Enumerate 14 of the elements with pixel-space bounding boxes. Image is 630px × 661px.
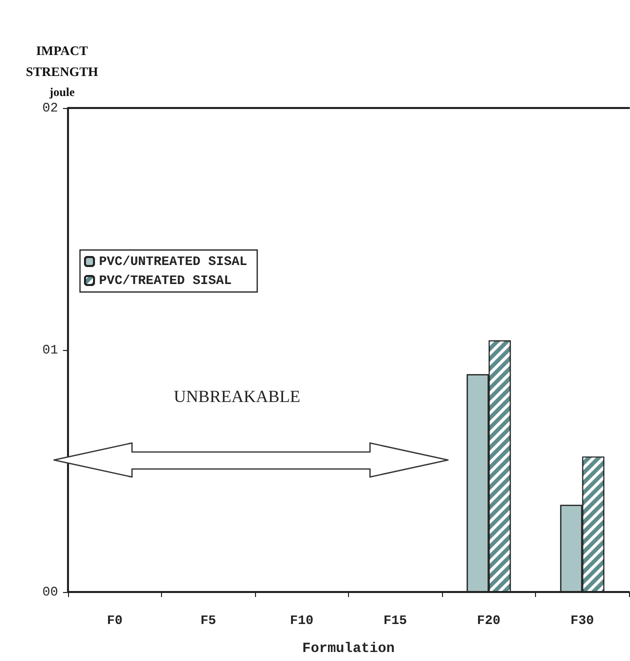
x-axis-title: Formulation: [302, 641, 395, 657]
legend-label: PVC/TREATED SISAL: [99, 273, 232, 288]
legend-label: PVC/UNTREATED SISAL: [99, 254, 248, 269]
x-tick-label: F15: [384, 613, 408, 628]
y-tick-label: 01: [42, 342, 58, 358]
y-tick-label: 02: [42, 100, 58, 116]
x-tick-label: F20: [477, 613, 501, 628]
x-tick-label: F10: [290, 613, 314, 628]
annotation: UNBREAKABLE: [174, 387, 300, 406]
x-tick-label: F5: [200, 613, 216, 628]
x-tick-label: F30: [570, 613, 594, 628]
y-axis-title: IMPACT STRENGTH joule: [26, 43, 98, 99]
x-tick-label: F0: [106, 613, 123, 628]
y-tick-label: 00: [42, 584, 58, 600]
